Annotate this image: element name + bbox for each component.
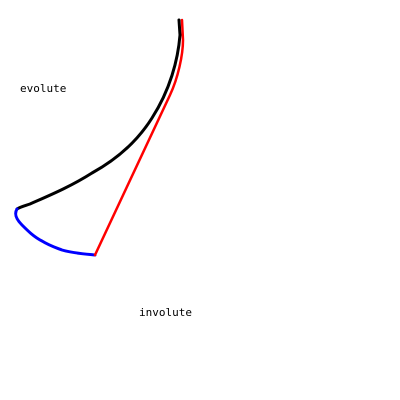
evolute-label: evolute [20, 82, 66, 95]
involute-label: involute [139, 306, 192, 319]
involute-curve [14, 207, 97, 257]
evolute-curve [15, 18, 182, 211]
tangent-line [93, 18, 185, 257]
